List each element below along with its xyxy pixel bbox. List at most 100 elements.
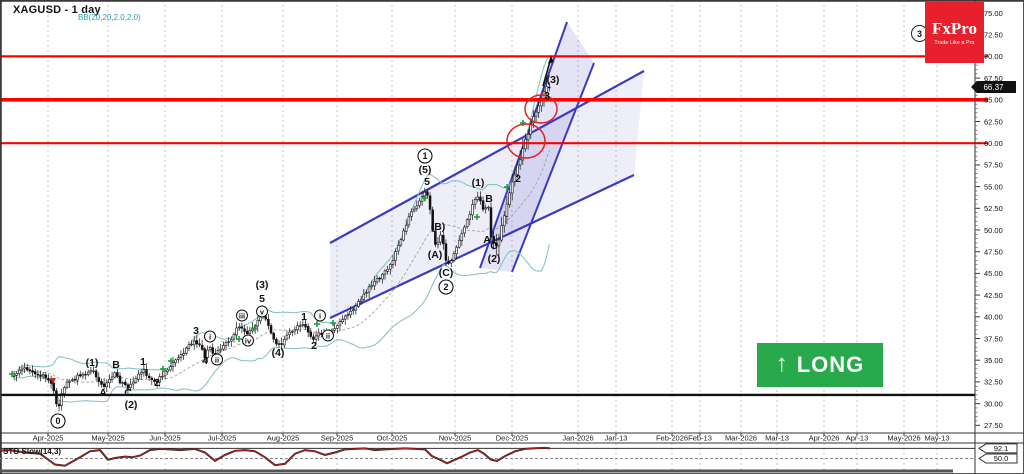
- svg-text:Jun-2025: Jun-2025: [149, 434, 180, 443]
- wave-label[interactable]: C: [490, 240, 498, 252]
- svg-text:57.50: 57.50: [984, 161, 1003, 170]
- svg-text:1: 1: [301, 311, 307, 323]
- stochastic-indicator-label[interactable]: STO Slow(14,3): [3, 447, 62, 456]
- sto-value-badge: 50.0: [978, 453, 1018, 464]
- wave-label[interactable]: 0: [50, 413, 66, 429]
- long-signal-badge[interactable]: ↑ LONG: [757, 343, 883, 387]
- svg-text:0: 0: [55, 416, 60, 426]
- svg-text:Jan-13: Jan-13: [605, 434, 628, 443]
- svg-text:B: B: [485, 193, 493, 205]
- svg-text:Mar-2026: Mar-2026: [725, 434, 757, 443]
- svg-text:(2): (2): [488, 253, 501, 265]
- trend-channels[interactable]: [329, 21, 645, 319]
- wave-label[interactable]: iii: [236, 309, 248, 322]
- wave-label[interactable]: 3: [193, 325, 199, 337]
- channel-line[interactable]: [329, 174, 635, 319]
- candlesticks: [12, 76, 551, 412]
- wave-label[interactable]: 1: [417, 148, 433, 164]
- wave-label[interactable]: C: [124, 387, 132, 399]
- wave-label[interactable]: (3): [256, 279, 269, 291]
- svg-text:(C): (C): [439, 267, 454, 279]
- wave-label[interactable]: 5: [259, 293, 265, 305]
- time-axis[interactable]: Apr-2025 May-2025 Jun-2025 Jul-2025 Aug-2025…: [33, 433, 950, 443]
- svg-text:32.50: 32.50: [984, 378, 1003, 387]
- svg-text:A: A: [483, 234, 491, 246]
- wave-label[interactable]: 2: [515, 173, 521, 185]
- svg-text:67.50: 67.50: [984, 74, 1003, 83]
- svg-text:2: 2: [311, 340, 317, 352]
- svg-text:5: 5: [259, 293, 265, 305]
- svg-text:(3): (3): [256, 279, 269, 291]
- svg-text:C: C: [124, 387, 132, 399]
- wave-label[interactable]: 3: [544, 90, 550, 102]
- svg-text:Sep-2025: Sep-2025: [321, 434, 354, 443]
- wave-label[interactable]: 2: [311, 340, 317, 352]
- wave-label[interactable]: (2): [488, 253, 501, 265]
- wave-label[interactable]: 1: [140, 356, 146, 368]
- svg-text:(4): (4): [272, 347, 285, 359]
- wave-label[interactable]: A: [99, 387, 107, 399]
- wave-label[interactable]: ii: [322, 329, 334, 342]
- svg-text:Apr-2026: Apr-2026: [809, 434, 840, 443]
- svg-text:i: i: [319, 312, 321, 321]
- svg-text:65.00: 65.00: [984, 96, 1003, 105]
- wave-label[interactable]: i: [204, 330, 216, 343]
- svg-text:30.00: 30.00: [984, 399, 1003, 408]
- wave-label[interactable]: 1: [301, 311, 307, 323]
- svg-text:iii: iii: [239, 312, 245, 321]
- wave-label[interactable]: 5: [424, 176, 430, 188]
- svg-text:4: 4: [202, 355, 208, 367]
- wave-label[interactable]: (2): [125, 399, 138, 411]
- fxpro-logo: FxPro Trade Like a Pro: [925, 2, 984, 63]
- price-axis[interactable]: 75.00 72.50 70.00 67.50 65.00 62.50 60.00 57.50…: [975, 9, 1003, 430]
- svg-text:(1): (1): [472, 177, 485, 189]
- stochastic-panel: 92.150.0: [0, 443, 1018, 467]
- svg-text:(2): (2): [125, 399, 138, 411]
- svg-text:(A): (A): [428, 249, 443, 261]
- wave-label[interactable]: B: [485, 193, 493, 205]
- wave-label[interactable]: 4: [202, 355, 208, 367]
- annotations[interactable]: [506, 55, 558, 159]
- svg-text:1: 1: [422, 151, 427, 161]
- wave-label[interactable]: (A): [428, 249, 443, 261]
- svg-text:60.00: 60.00: [984, 139, 1003, 148]
- price-levels[interactable]: [0, 55, 988, 397]
- wave-label[interactable]: 2: [438, 279, 454, 295]
- up-arrow-icon: ↑: [775, 350, 788, 377]
- wave-label[interactable]: (C): [439, 267, 454, 279]
- svg-text:Nov-2025: Nov-2025: [439, 434, 472, 443]
- svg-text:2: 2: [443, 282, 448, 292]
- wave-label[interactable]: v: [256, 305, 268, 318]
- wave-label[interactable]: (B): [431, 221, 446, 233]
- svg-text:Feb-13: Feb-13: [688, 434, 712, 443]
- svg-text:27.50: 27.50: [984, 421, 1003, 430]
- wave-label[interactable]: (3): [547, 74, 560, 86]
- wave-label[interactable]: 2: [154, 377, 160, 389]
- wave-label[interactable]: A: [483, 234, 491, 246]
- svg-text:2: 2: [154, 377, 160, 389]
- wave-label[interactable]: B: [112, 359, 120, 371]
- symbol-title: XAGUSD - 1 day: [13, 4, 101, 16]
- svg-text:62.50: 62.50: [984, 117, 1003, 126]
- svg-text:2: 2: [515, 173, 521, 185]
- wave-label[interactable]: (4): [272, 347, 285, 359]
- svg-text:(5): (5): [419, 164, 432, 176]
- svg-text:52.50: 52.50: [984, 204, 1003, 213]
- wave-label[interactable]: ii: [211, 353, 223, 366]
- wave-label[interactable]: iv: [242, 334, 254, 347]
- svg-text:5: 5: [424, 176, 430, 188]
- svg-text:40.00: 40.00: [984, 313, 1003, 322]
- wave-label[interactable]: (1): [86, 357, 99, 369]
- svg-text:Jan-2026: Jan-2026: [562, 434, 593, 443]
- wave-label[interactable]: i: [314, 309, 326, 322]
- fxpro-logo-text: FxPro: [931, 18, 977, 38]
- svg-text:1: 1: [140, 356, 146, 368]
- wave-label[interactable]: (1): [472, 177, 485, 189]
- svg-text:37.50: 37.50: [984, 334, 1003, 343]
- wave-label[interactable]: (5): [419, 164, 432, 176]
- svg-text:92.1: 92.1: [994, 444, 1009, 453]
- bollinger-indicator-label[interactable]: BB(20,20,2.0,2.0): [78, 13, 141, 22]
- svg-text:45.00: 45.00: [984, 269, 1003, 278]
- channel-line[interactable]: [511, 62, 595, 273]
